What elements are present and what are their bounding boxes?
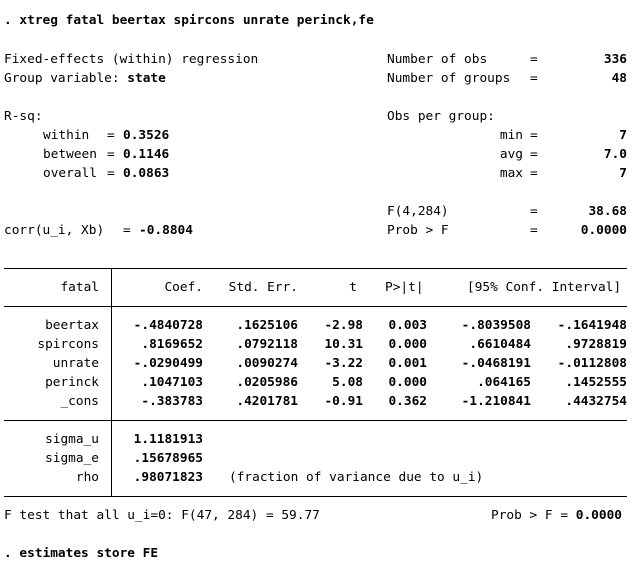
obs-min-eq: =: [530, 128, 538, 143]
obs-max-eq: =: [530, 166, 538, 181]
t-value: 10.31: [324, 337, 363, 352]
group-variable-value: state: [127, 71, 166, 86]
var-name: _cons: [60, 394, 99, 409]
rsq-between-label: between: [43, 147, 97, 162]
ngroups-value: 48: [611, 71, 627, 86]
corr-eq: =: [123, 223, 131, 238]
p-value: 0.000: [388, 337, 427, 352]
nobs-value: 336: [603, 52, 627, 67]
rho-value: .98071823: [133, 470, 203, 485]
table-header-rule: [4, 306, 627, 307]
t-value: -3.22: [324, 356, 363, 371]
obs-avg-eq: =: [530, 147, 538, 162]
header-t: t: [349, 280, 357, 295]
se-value: .0090274: [236, 356, 298, 371]
header-conf-interval: [95% Conf. Interval]: [467, 280, 622, 295]
corr-label: corr(u_i, Xb): [4, 223, 105, 238]
prob-f-value: 0.0000: [580, 223, 627, 238]
rsq-between-eq: =: [107, 147, 115, 162]
coef-value: -.0290499: [133, 356, 203, 371]
group-variable-label: Group variable:: [4, 71, 128, 86]
t-value: 5.08: [332, 375, 363, 390]
rsq-within-eq: =: [107, 128, 115, 143]
obs-avg-value: 7.0: [603, 147, 627, 162]
rsq-label: R-sq:: [4, 109, 43, 124]
se-value: .0792118: [236, 337, 298, 352]
rsq-overall-value: 0.0863: [123, 166, 170, 181]
se-value: .4201781: [236, 394, 298, 409]
var-name: beertax: [45, 318, 99, 333]
p-value: 0.000: [388, 375, 427, 390]
p-value: 0.362: [388, 394, 427, 409]
table-vertical-rule: [111, 268, 112, 497]
ci-high-value: .1452555: [565, 375, 627, 390]
rsq-overall-eq: =: [107, 166, 115, 181]
ci-high-value: -.1641948: [557, 318, 627, 333]
ngroups-eq: =: [530, 71, 538, 86]
ci-high-value: .4432754: [565, 394, 627, 409]
coef-value: .8169652: [141, 337, 203, 352]
table-top-rule: [4, 268, 627, 269]
t-value: -2.98: [324, 318, 363, 333]
rho-note: (fraction of variance due to u_i): [229, 470, 484, 485]
model-title: Fixed-effects (within) regression: [4, 52, 259, 67]
t-value: -0.91: [324, 394, 363, 409]
prob-f-label: Prob > F: [387, 223, 449, 238]
coef-value: .1047103: [141, 375, 203, 390]
coef-value: -.4840728: [133, 318, 203, 333]
f-test-prob-label: Prob > F =: [491, 508, 576, 523]
f-test-ui: F test that all u_i=0: F(47, 284) = 59.7…: [4, 508, 320, 523]
header-std-err: Std. Err.: [228, 280, 298, 295]
obs-min-value: 7: [619, 128, 627, 143]
se-value: .1625106: [236, 318, 298, 333]
sigma-u-value: 1.1181913: [133, 432, 203, 447]
sigma-e-label: sigma_e: [45, 451, 99, 466]
var-name: spircons: [37, 337, 99, 352]
f-stat-value: 38.68: [588, 204, 627, 219]
group-variable-line: Group variable: state: [4, 71, 166, 86]
f-stat-label: F(4,284): [387, 204, 449, 219]
table-sigma-rule: [4, 420, 627, 421]
ci-low-value: -1.210841: [461, 394, 531, 409]
next-command-line: . estimates store FE: [4, 546, 159, 561]
p-value: 0.001: [388, 356, 427, 371]
ci-low-value: -.8039508: [461, 318, 531, 333]
ci-high-value: -.0112808: [557, 356, 627, 371]
rho-label: rho: [75, 470, 99, 485]
rsq-between-value: 0.1146: [123, 147, 170, 162]
obs-avg-label: avg: [499, 147, 523, 162]
var-name: unrate: [52, 356, 99, 371]
corr-value: -0.8804: [139, 223, 193, 238]
nobs-eq: =: [530, 52, 538, 67]
ci-low-value: .064165: [477, 375, 531, 390]
se-value: .0205986: [236, 375, 298, 390]
p-value: 0.003: [388, 318, 427, 333]
obs-max-label: max: [499, 166, 523, 181]
sigma-e-value: .15678965: [133, 451, 203, 466]
header-coef: Coef.: [164, 280, 203, 295]
prob-f-eq: =: [530, 223, 538, 238]
ngroups-label: Number of groups: [387, 71, 511, 86]
rsq-overall-label: overall: [43, 166, 97, 181]
f-test-prob-value: 0.0000: [575, 508, 622, 523]
ci-low-value: .6610484: [469, 337, 531, 352]
depvar-header: fatal: [60, 280, 99, 295]
obs-per-group-label: Obs per group:: [387, 109, 495, 124]
ci-high-value: .9728819: [565, 337, 627, 352]
coef-value: -.383783: [141, 394, 203, 409]
f-stat-eq: =: [530, 204, 538, 219]
f-test-prob: Prob > F = 0.0000: [491, 508, 622, 523]
ci-low-value: -.0468191: [461, 356, 531, 371]
obs-max-value: 7: [619, 166, 627, 181]
rsq-within-label: within: [43, 128, 90, 143]
nobs-label: Number of obs: [387, 52, 488, 67]
var-name: perinck: [45, 375, 99, 390]
table-bottom-rule: [4, 496, 627, 497]
rsq-within-value: 0.3526: [123, 128, 170, 143]
command-line: . xtreg fatal beertax spircons unrate pe…: [4, 13, 374, 28]
sigma-u-label: sigma_u: [45, 432, 99, 447]
header-p: P>|t|: [385, 280, 424, 295]
obs-min-label: min: [499, 128, 523, 143]
